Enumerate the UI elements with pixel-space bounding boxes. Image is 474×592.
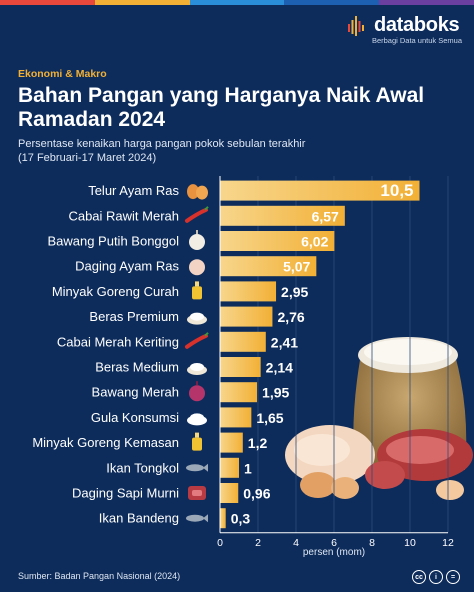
oil-bottle-icon bbox=[192, 432, 202, 451]
bar bbox=[220, 432, 243, 453]
bar bbox=[220, 407, 252, 428]
x-tick-label: 10 bbox=[404, 537, 416, 549]
license-badges: cc i = bbox=[412, 570, 460, 584]
bar bbox=[220, 306, 273, 327]
category-label: Beras Medium bbox=[95, 360, 179, 375]
bar bbox=[220, 256, 317, 277]
bar bbox=[220, 457, 239, 478]
bar bbox=[220, 281, 277, 302]
bar bbox=[220, 331, 266, 352]
value-label: 6,02 bbox=[301, 234, 328, 250]
category-label: Minyak Goreng Curah bbox=[52, 284, 179, 299]
shallot-icon bbox=[189, 381, 205, 402]
category-label: Gula Konsumsi bbox=[91, 410, 179, 425]
top-color-strip bbox=[0, 0, 474, 5]
value-label: 1 bbox=[244, 460, 252, 476]
value-label: 1,95 bbox=[262, 385, 289, 401]
value-label: 0,96 bbox=[243, 486, 270, 502]
fish-icon bbox=[186, 514, 208, 523]
food-illustration bbox=[285, 337, 473, 500]
icons-group bbox=[185, 184, 209, 523]
category-label: Telur Ayam Ras bbox=[88, 183, 179, 198]
category-label: Ikan Tongkol bbox=[106, 460, 179, 475]
value-labels-group: 10,5 6,57 6,02 5,07 2,95 2,76 2,41 2,14 1,95 1,65… bbox=[231, 181, 414, 527]
beef-icon bbox=[188, 486, 206, 500]
bar bbox=[220, 231, 335, 251]
eggs-icon bbox=[187, 184, 208, 200]
category-label: Bawang Putih Bonggol bbox=[47, 234, 179, 249]
value-label: 2,41 bbox=[271, 334, 298, 350]
category-label: Cabai Merah Keriting bbox=[57, 334, 179, 349]
subtitle-line-1: Persentase kenaikan harga pangan pokok s… bbox=[18, 138, 306, 150]
value-label: 5,07 bbox=[283, 259, 310, 275]
value-label: 6,57 bbox=[312, 208, 339, 224]
category-label: Minyak Goreng Kemasan bbox=[32, 435, 179, 450]
category-label: Daging Ayam Ras bbox=[75, 259, 179, 274]
value-label: 1,65 bbox=[256, 410, 283, 426]
subtitle: Persentase kenaikan harga pangan pokok s… bbox=[18, 137, 438, 165]
category-label: Beras Premium bbox=[89, 309, 179, 324]
value-label: 1,2 bbox=[248, 435, 268, 451]
noncommercial-icon: = bbox=[446, 570, 460, 584]
bar bbox=[220, 483, 239, 503]
category-labels-group: Telur Ayam Ras Cabai Rawit Merah Bawang Pu… bbox=[32, 183, 179, 526]
x-axis-label: persen (mom) bbox=[303, 547, 365, 558]
rice-icon bbox=[187, 312, 207, 325]
source-note: Sumber: Badan Pangan Nasional (2024) bbox=[18, 571, 181, 581]
rice-icon bbox=[187, 363, 207, 375]
databoks-logo-icon bbox=[347, 15, 364, 36]
value-label: 2,76 bbox=[277, 309, 304, 325]
x-axis: 0 2 4 6 8 10 12 bbox=[217, 176, 454, 549]
x-tick-label: 4 bbox=[293, 537, 299, 549]
category-label: Daging Sapi Murni bbox=[72, 486, 179, 501]
value-label: 2,14 bbox=[266, 360, 293, 376]
bar bbox=[220, 357, 261, 377]
page-title: Bahan Pangan yang Harganya Naik Awal Ram… bbox=[18, 84, 425, 131]
chili-icon bbox=[185, 332, 209, 349]
oil-bottle-icon bbox=[192, 281, 202, 300]
brand-logo: databoks Berbagi Data untuk Semua bbox=[347, 14, 462, 45]
x-tick-label: 0 bbox=[217, 537, 223, 549]
category-label: Cabai Rawit Merah bbox=[68, 208, 179, 223]
attribution-icon: i bbox=[429, 570, 443, 584]
bar bbox=[220, 205, 345, 226]
category-label: Bawang Merah bbox=[92, 385, 179, 400]
brand-tagline: Berbagi Data untuk Semua bbox=[371, 36, 462, 45]
value-label: 10,5 bbox=[380, 181, 413, 200]
garlic-icon bbox=[189, 230, 205, 250]
subtitle-line-2: (17 Februari-17 Maret 2024) bbox=[18, 152, 157, 164]
bar bbox=[220, 180, 420, 201]
x-tick-label: 12 bbox=[442, 537, 454, 549]
x-tick-label: 2 bbox=[255, 537, 261, 549]
sugar-icon bbox=[187, 413, 207, 426]
fish-icon bbox=[186, 463, 208, 472]
bar bbox=[220, 382, 258, 403]
x-tick-label: 8 bbox=[369, 537, 375, 549]
cc-icon: cc bbox=[412, 570, 426, 584]
category-label: Ekonomi & Makro bbox=[18, 68, 107, 80]
category-label: Ikan Bandeng bbox=[99, 511, 179, 526]
value-label: 2,95 bbox=[281, 284, 308, 300]
bar bbox=[220, 508, 226, 529]
brand-name: databoks bbox=[373, 14, 460, 36]
bars-group bbox=[220, 180, 420, 529]
chicken-icon bbox=[189, 259, 205, 276]
value-label: 0,3 bbox=[231, 511, 251, 527]
chili-icon bbox=[185, 206, 209, 223]
x-tick-label: 6 bbox=[331, 537, 337, 549]
